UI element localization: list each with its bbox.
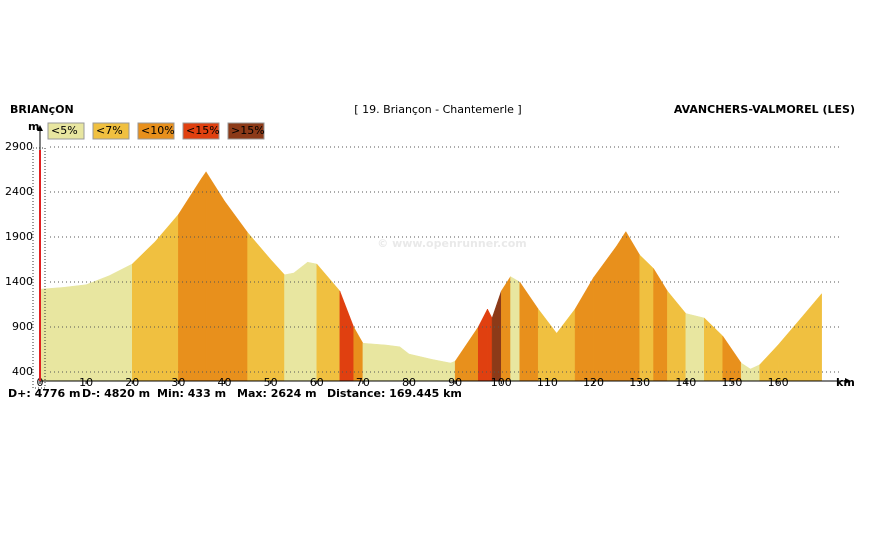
profile-segment xyxy=(293,261,308,382)
stat: Distance: 169.445 km xyxy=(327,387,462,400)
profile-segment xyxy=(704,317,723,382)
y-tick-label: 1900 xyxy=(5,230,33,243)
y-tick-label: 900 xyxy=(12,320,33,333)
legend-label: <5% xyxy=(51,124,78,137)
x-tick-label: 120 xyxy=(583,376,604,389)
x-tick-label: 30 xyxy=(171,376,185,389)
profile-segment xyxy=(685,313,705,382)
stat: D-: 4820 m xyxy=(82,387,150,400)
x-tick-label: 140 xyxy=(675,376,696,389)
x-tick-label: 90 xyxy=(448,376,462,389)
y-tick-label: 1400 xyxy=(5,275,33,288)
selection-box xyxy=(32,147,46,389)
profile-segment xyxy=(556,308,576,382)
profile-segment xyxy=(224,200,248,382)
stat: Min: 433 m xyxy=(157,387,226,400)
legend-label: <15% xyxy=(186,124,220,137)
profile-segment xyxy=(270,258,285,382)
x-tick-label: 160 xyxy=(768,376,789,389)
profile-segment xyxy=(537,308,557,382)
route-title: [ 19. Briançon - Chantemerle ] xyxy=(354,103,521,116)
profile-segment xyxy=(108,263,133,382)
profile-segment xyxy=(132,240,156,382)
profile-segment xyxy=(501,275,511,382)
start-name: BRIANçON xyxy=(10,103,74,116)
profile-segment xyxy=(750,364,760,382)
profile-segment xyxy=(353,326,364,382)
legend-swatch xyxy=(47,122,85,140)
profile-segment xyxy=(491,290,502,382)
x-tick-label: 0 xyxy=(37,376,44,389)
stat: D+: 4776 m xyxy=(8,387,80,400)
y-tick-label: 2400 xyxy=(5,185,33,198)
x-tick-label: 20 xyxy=(125,376,139,389)
profile-segment xyxy=(178,177,202,382)
y-unit: m xyxy=(28,120,39,133)
profile-segment xyxy=(284,272,294,382)
profile-segment xyxy=(205,170,225,382)
stat: Max: 2624 m xyxy=(237,387,317,400)
x-tick-label: 50 xyxy=(264,376,278,389)
x-tick-label: 60 xyxy=(310,376,324,389)
profile-segment xyxy=(510,276,521,382)
x-tick-label: 130 xyxy=(629,376,650,389)
y-tick-label: 2900 xyxy=(5,140,33,153)
profile-segment xyxy=(155,213,179,382)
plot xyxy=(39,170,822,382)
legend-swatch xyxy=(137,122,175,140)
x-tick-label: 150 xyxy=(721,376,742,389)
x-axis-arrow xyxy=(845,378,851,384)
profile-segment xyxy=(201,171,207,382)
profile-segment xyxy=(477,308,488,382)
profile-segment xyxy=(574,276,594,382)
legend-label: <10% xyxy=(141,124,175,137)
profile-segment xyxy=(653,267,668,382)
profile-segment xyxy=(616,230,627,382)
x-tick-label: 110 xyxy=(537,376,558,389)
x-tick-label: 80 xyxy=(402,376,416,389)
watermark: © www.openrunner.com xyxy=(377,237,526,250)
profile-segment xyxy=(625,230,640,382)
profile-segment xyxy=(519,281,539,382)
end-name: AVANCHERS-VALMOREL (LES) xyxy=(674,103,855,116)
profile-segment xyxy=(639,254,654,382)
legend-swatch xyxy=(182,122,220,140)
profile-segment xyxy=(307,261,318,382)
x-tick-label: 100 xyxy=(491,376,512,389)
legend-label: <7% xyxy=(96,124,123,137)
profile-segment xyxy=(593,245,617,382)
profile-segment xyxy=(800,293,822,382)
legend-swatch xyxy=(227,122,265,140)
profile-segment xyxy=(316,263,341,382)
profile-segment xyxy=(39,287,64,382)
x-tick-label: 10 xyxy=(79,376,93,389)
profile-segment xyxy=(339,290,354,382)
profile-segment xyxy=(62,284,87,382)
profile-segment xyxy=(454,326,479,382)
profile-segment xyxy=(722,335,742,382)
legend-label: >15% xyxy=(231,124,265,137)
profile-segment xyxy=(667,290,687,382)
profile-segment xyxy=(487,308,493,382)
profile-segment xyxy=(247,231,271,382)
profile-segment xyxy=(777,317,802,382)
y-axis-arrow xyxy=(37,125,43,131)
profile-segment xyxy=(85,275,110,382)
y-tick-label: 400 xyxy=(12,365,33,378)
x-tick-label: 70 xyxy=(356,376,370,389)
x-tick-label: 40 xyxy=(218,376,232,389)
legend-swatch xyxy=(92,122,130,140)
profile-segment xyxy=(385,344,401,382)
